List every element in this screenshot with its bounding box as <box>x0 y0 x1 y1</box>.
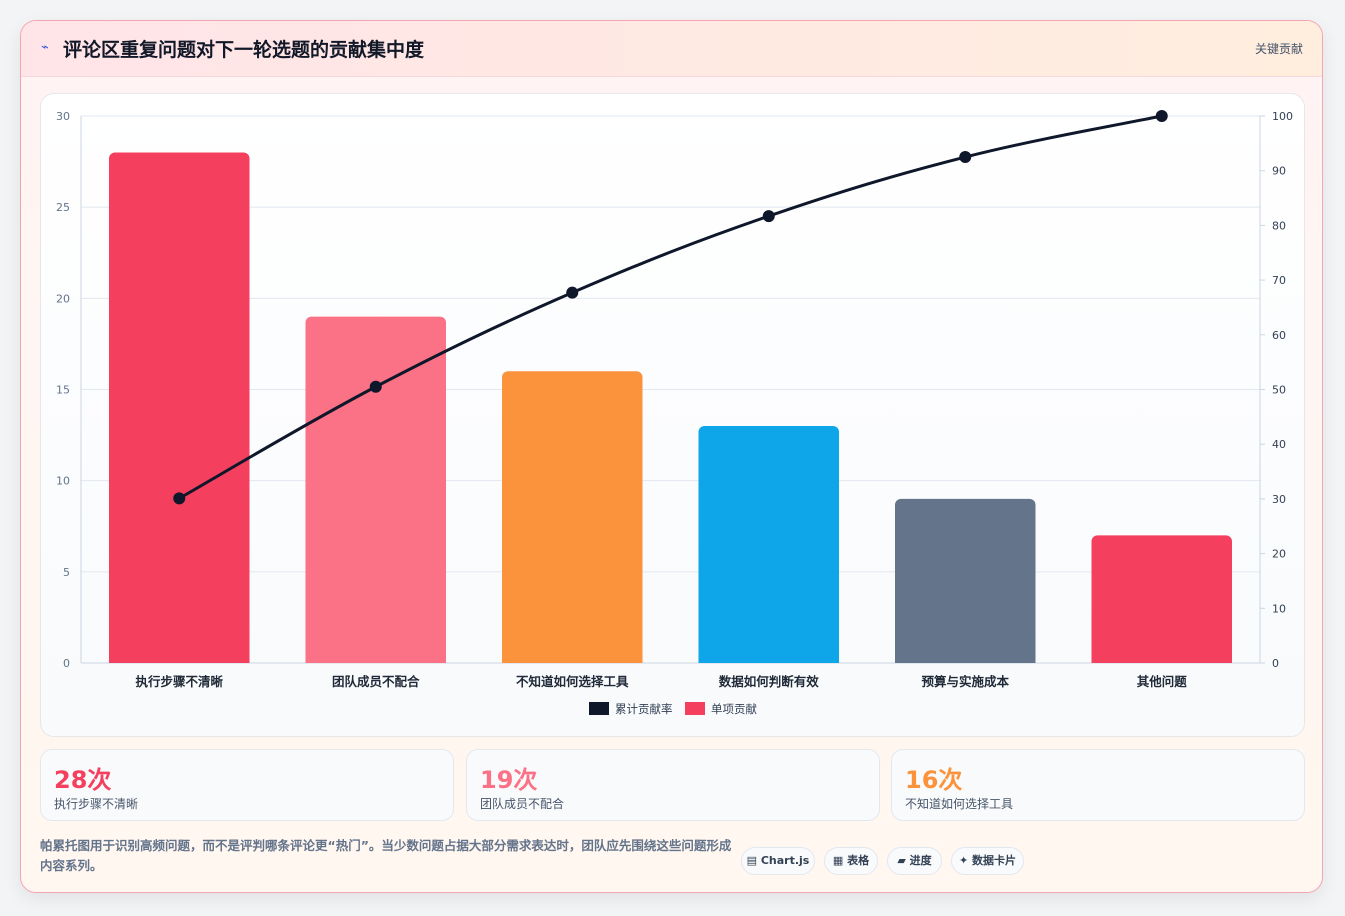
chip-data-card[interactable]: ✦ 数据卡片 <box>951 847 1024 875</box>
y-tick-label: 0 <box>63 657 70 670</box>
pulse-icon: ⌁ <box>41 40 49 55</box>
x-tick-label: 其他问题 <box>1137 674 1188 689</box>
chart-card: ⌁ 评论区重复问题对下一轮选题的贡献集中度 关键贡献 0 5 10 15 20 25 30 0… <box>20 20 1323 893</box>
stat-value: 16次 <box>905 766 963 794</box>
cumulative-point <box>369 380 382 393</box>
key-contribution-badge[interactable]: 关键贡献 <box>1254 42 1303 56</box>
legend-label: 累计贡献率 <box>615 702 673 716</box>
cumulative-point <box>1155 110 1168 122</box>
stat-value: 28次 <box>54 766 112 794</box>
legend-label: 单项贡献 <box>711 702 757 716</box>
x-tick-label: 执行步骤不清晰 <box>135 674 223 689</box>
x-tick-label: 团队成员不配合 <box>332 674 420 689</box>
x-tick-label: 预算与实施成本 <box>921 674 1009 689</box>
bar-base <box>109 657 250 663</box>
y2-tick-label: 70 <box>1272 274 1286 287</box>
bar-base <box>895 657 1036 663</box>
bar <box>895 498 1036 663</box>
stat-label: 执行步骤不清晰 <box>54 797 139 811</box>
y2-tick-label: 20 <box>1272 548 1286 561</box>
bar <box>305 316 446 663</box>
y2-tick-label: 60 <box>1272 329 1286 342</box>
bar-base <box>1091 657 1232 663</box>
cumulative-point <box>173 492 186 505</box>
chip-progress[interactable]: ▰ 进度 <box>887 847 942 875</box>
y2-tick-label: 90 <box>1272 165 1286 178</box>
y-tick-label: 20 <box>56 292 70 305</box>
bar <box>1091 535 1232 663</box>
y-tick-label: 25 <box>56 201 70 214</box>
stat-cards: 28次 执行步骤不清晰 19次 团队成员不配合 16次 不知道如何选择工具 <box>40 749 1306 822</box>
y2-tick-label: 100 <box>1272 110 1293 123</box>
y2-tick-label: 80 <box>1272 219 1286 232</box>
y2-tick-label: 10 <box>1272 602 1286 615</box>
cumulative-point <box>566 286 579 299</box>
legend-swatch-line <box>589 702 609 715</box>
pareto-chart: 0 5 10 15 20 25 30 0 10 20 30 40 50 60 70 80 90 100 执行步骤不清… <box>56 110 1293 716</box>
card-header: ⌁ 评论区重复问题对下一轮选题的贡献集中度 关键贡献 <box>21 21 1322 77</box>
bar-base <box>698 657 839 663</box>
y2-tick-label: 0 <box>1272 657 1279 670</box>
y-tick-label: 15 <box>56 384 70 397</box>
y-tick-label: 5 <box>63 566 70 579</box>
x-tick-label: 数据如何判断有效 <box>718 674 820 689</box>
bar <box>109 152 250 663</box>
stat-label: 不知道如何选择工具 <box>905 797 1014 811</box>
cumulative-line <box>178 114 1163 500</box>
stat-label: 团队成员不配合 <box>480 797 565 811</box>
bar <box>698 425 839 663</box>
stat-card-2: 19次 团队成员不配合 <box>466 749 880 821</box>
chip-table[interactable]: ▦ 表格 <box>824 847 878 875</box>
stat-card-1: 28次 执行步骤不清晰 <box>40 749 454 821</box>
stat-value: 19次 <box>480 766 538 794</box>
cumulative-point <box>762 210 775 223</box>
chip-chartjs[interactable]: ▤ Chart.js <box>741 847 815 875</box>
y2-tick-label: 30 <box>1272 493 1286 506</box>
stat-card-3: 16次 不知道如何选择工具 <box>891 749 1305 821</box>
bar-base <box>502 657 643 663</box>
bar-base <box>305 657 446 663</box>
x-tick-label: 不知道如何选择工具 <box>516 674 629 689</box>
cumulative-point <box>959 151 972 164</box>
y-tick-label: 10 <box>56 475 70 488</box>
chart-container: 0 5 10 15 20 25 30 0 10 20 30 40 50 60 70 80 90 100 执行步骤不清… <box>40 93 1305 737</box>
card-title: 评论区重复问题对下一轮选题的贡献集中度 <box>63 39 425 61</box>
bar <box>502 371 643 663</box>
y2-tick-label: 40 <box>1272 438 1286 451</box>
y2-tick-label: 50 <box>1272 384 1286 397</box>
legend-swatch-bar <box>685 702 705 715</box>
y-tick-label: 30 <box>56 110 70 123</box>
footer-description: 帕累托图用于识别高频问题，而不是评判哪条评论更“热门”。当少数问题占据大部分需求… <box>40 838 732 873</box>
